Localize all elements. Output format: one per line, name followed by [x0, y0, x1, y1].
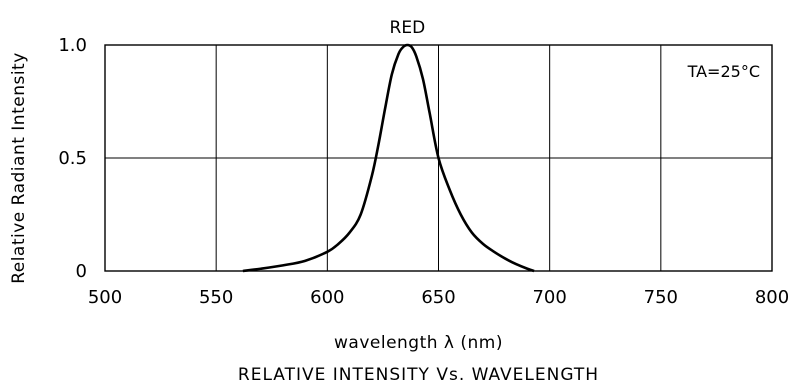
y-tick-label: 1.0 — [58, 35, 87, 56]
x-axis-label: wavelength λ (nm) — [334, 333, 503, 353]
x-tick-label: 650 — [421, 287, 455, 308]
x-tick-label: 600 — [310, 287, 344, 308]
plot-frame — [104, 44, 773, 272]
y-tick-label: 0.5 — [58, 148, 87, 169]
x-tick-label: 700 — [532, 287, 566, 308]
chart-title: RELATIVE INTENSITY Vs. WAVELENGTH — [238, 365, 599, 385]
x-tick-label: 750 — [644, 287, 678, 308]
temperature-annotation: TA=25°C — [687, 62, 760, 81]
series-label-red: RED — [390, 18, 426, 38]
series-line-red — [242, 43, 535, 273]
y-tick-label: 0 — [76, 261, 87, 282]
y-axis-label: Relative Radiant Intensity — [9, 52, 29, 284]
x-tick-label: 550 — [199, 287, 233, 308]
x-tick-label: 800 — [755, 287, 789, 308]
x-tick-labels: 500 550 600 650 700 750 800 — [88, 287, 789, 308]
y-tick-labels: 0 0.5 1.0 — [58, 35, 87, 282]
x-tick-label: 500 — [88, 287, 122, 308]
